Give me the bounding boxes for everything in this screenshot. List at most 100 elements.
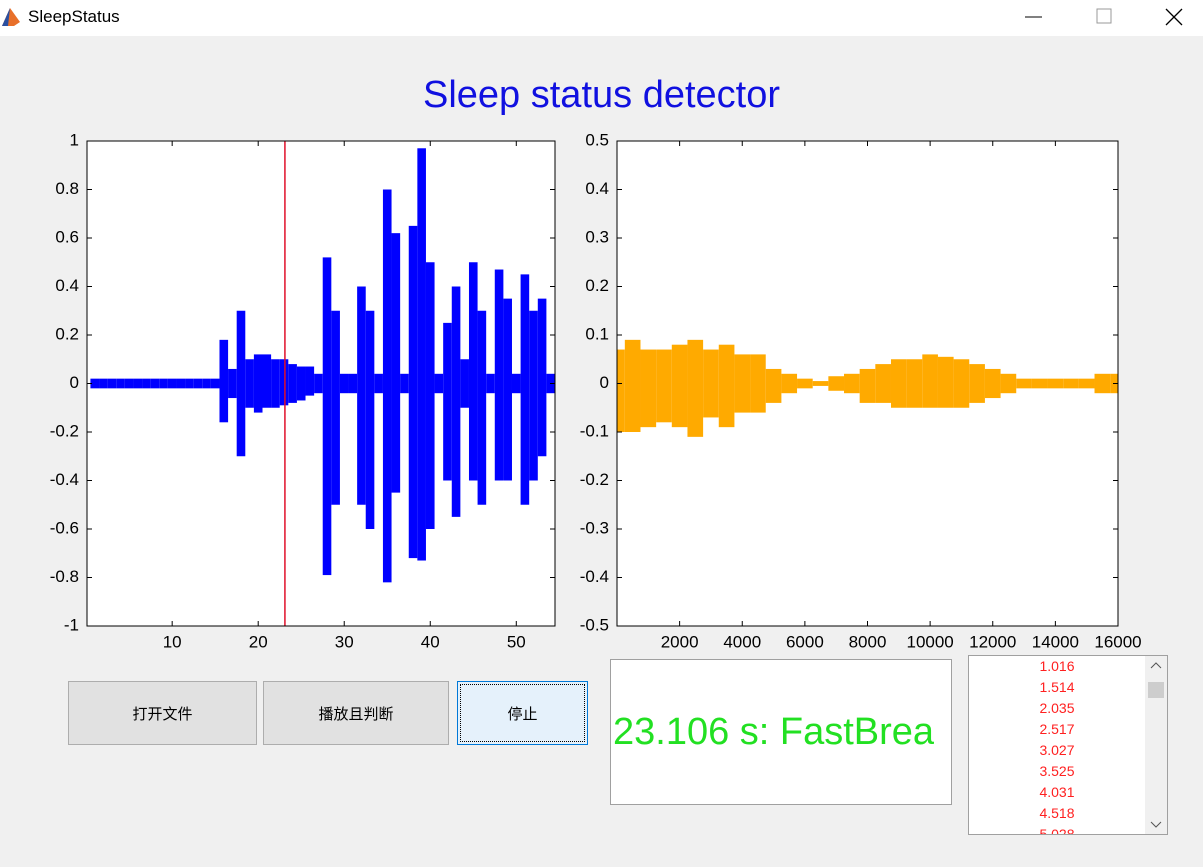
waveform-segment [150, 378, 160, 389]
waveform-segment [107, 378, 117, 389]
list-item[interactable]: 2.517 [1039, 721, 1075, 737]
waveform-segment [1078, 378, 1095, 389]
scroll-down[interactable] [1150, 821, 1162, 828]
scrollbar-graphics [1148, 662, 1164, 828]
y-tick-label: 1 [70, 130, 79, 149]
waveform-segment [374, 373, 383, 394]
waveform-segment [185, 378, 194, 389]
waveform-segment [828, 376, 845, 391]
waveform-segment [176, 378, 186, 389]
waveform-segment [425, 262, 435, 529]
waveform-segment [520, 274, 530, 505]
waveform-segment [271, 359, 280, 408]
waveform-segment [348, 373, 358, 394]
waveform-segment [875, 364, 891, 403]
waveform-segment [253, 354, 263, 413]
maximize-button[interactable] [1096, 8, 1112, 24]
waveform-segment [193, 378, 203, 389]
waveform-segment [228, 368, 237, 399]
x-tick-label: 2000 [661, 632, 699, 651]
waveform-segment [537, 298, 547, 457]
waveform-segment [969, 364, 985, 403]
scroll-up[interactable] [1150, 662, 1162, 669]
waveform-segment [322, 257, 332, 576]
waveform-segment [210, 378, 220, 389]
waveform-segment [1016, 378, 1032, 389]
x-tick-label: 8000 [849, 632, 887, 651]
x-tick-label: 6000 [786, 632, 824, 651]
waveform-segment [236, 310, 246, 457]
waveform-segment [142, 378, 151, 389]
x-tick-label: 12000 [969, 632, 1016, 651]
x-tick-label: 30 [335, 632, 354, 651]
list-item[interactable]: 3.525 [1039, 763, 1075, 779]
waveform-segment [90, 378, 100, 389]
waveform-segment [906, 359, 923, 408]
waveform-segment [202, 378, 211, 389]
x-tick-label: 50 [507, 632, 526, 651]
y-tick-label: 0.5 [585, 130, 609, 149]
waveform-segment [640, 349, 657, 428]
x-tick-label: 4000 [723, 632, 761, 651]
list-item[interactable]: 4.031 [1039, 784, 1075, 800]
play-button[interactable]: 播放且判断 [263, 681, 449, 745]
y-tick-label: -0.2 [580, 470, 609, 489]
waveform-segment [750, 354, 766, 413]
y-tick-label: -0.6 [50, 518, 79, 537]
y-tick-label: 0.8 [55, 179, 79, 198]
close-button[interactable] [1165, 8, 1183, 26]
open-file-button[interactable]: 打开文件 [68, 681, 257, 745]
waveform-segment [922, 354, 938, 408]
waveform-segment [656, 349, 672, 423]
y-tick-label: 0.2 [585, 276, 609, 295]
scroll-thumb[interactable] [1148, 682, 1164, 698]
y-tick-label: 0.1 [585, 324, 609, 343]
y-tick-label: 0.3 [585, 227, 609, 246]
waveform-segment [984, 368, 1001, 399]
waveform-segment [1094, 373, 1111, 394]
waveform-segment [812, 381, 829, 386]
waveform-segment [331, 310, 340, 505]
waveform-segment [486, 373, 495, 394]
list-item[interactable]: 3.027 [1039, 742, 1075, 758]
waveform-segment [400, 373, 409, 394]
waveform-segment [494, 269, 504, 481]
waveform-segment [116, 378, 125, 389]
waveform-segment [417, 148, 426, 561]
waveform-segment [1063, 378, 1079, 389]
heading: Sleep status detector [423, 74, 780, 116]
waveform-segment [296, 366, 306, 401]
x-tick-label: 40 [421, 632, 440, 651]
waveform-segment [529, 310, 538, 481]
waveform-segment [133, 378, 143, 389]
waveform-segment [797, 378, 813, 389]
waveform-segment [953, 359, 970, 408]
y-tick-label: -0.2 [50, 421, 79, 440]
waveform-segment [262, 354, 272, 408]
list-item[interactable]: 5.028 [1039, 826, 1075, 835]
list-item[interactable]: 1.514 [1039, 679, 1075, 695]
y-tick-label: -0.4 [50, 470, 79, 489]
waveform-segment [511, 373, 521, 394]
y-tick-label: -0.3 [580, 518, 609, 537]
x-tick-label: 20 [249, 632, 268, 651]
waveform-segment [124, 378, 134, 389]
list-item[interactable]: 4.518 [1039, 805, 1075, 821]
waveform-segment [245, 359, 254, 408]
waveform-segment [477, 310, 487, 505]
waveform-segment [434, 373, 444, 394]
scrollbar[interactable] [1145, 656, 1167, 834]
waveform-segment [339, 373, 349, 394]
waveform-segment [1031, 378, 1048, 389]
waveform-segment [382, 189, 392, 583]
waveform-segment [357, 286, 366, 505]
y-tick-label: -1 [64, 615, 79, 634]
app-icon-part [2, 8, 10, 26]
list-item[interactable]: 1.016 [1039, 658, 1075, 674]
x-tick-label: 16000 [1094, 632, 1141, 651]
time-list[interactable]: 1.016 1.514 2.035 2.517 3.027 3.525 4.031 4.518… [968, 655, 1168, 835]
stop-button[interactable]: 停止 [457, 681, 588, 745]
waveform-segment [859, 368, 876, 403]
list-item[interactable]: 2.035 [1039, 700, 1075, 716]
